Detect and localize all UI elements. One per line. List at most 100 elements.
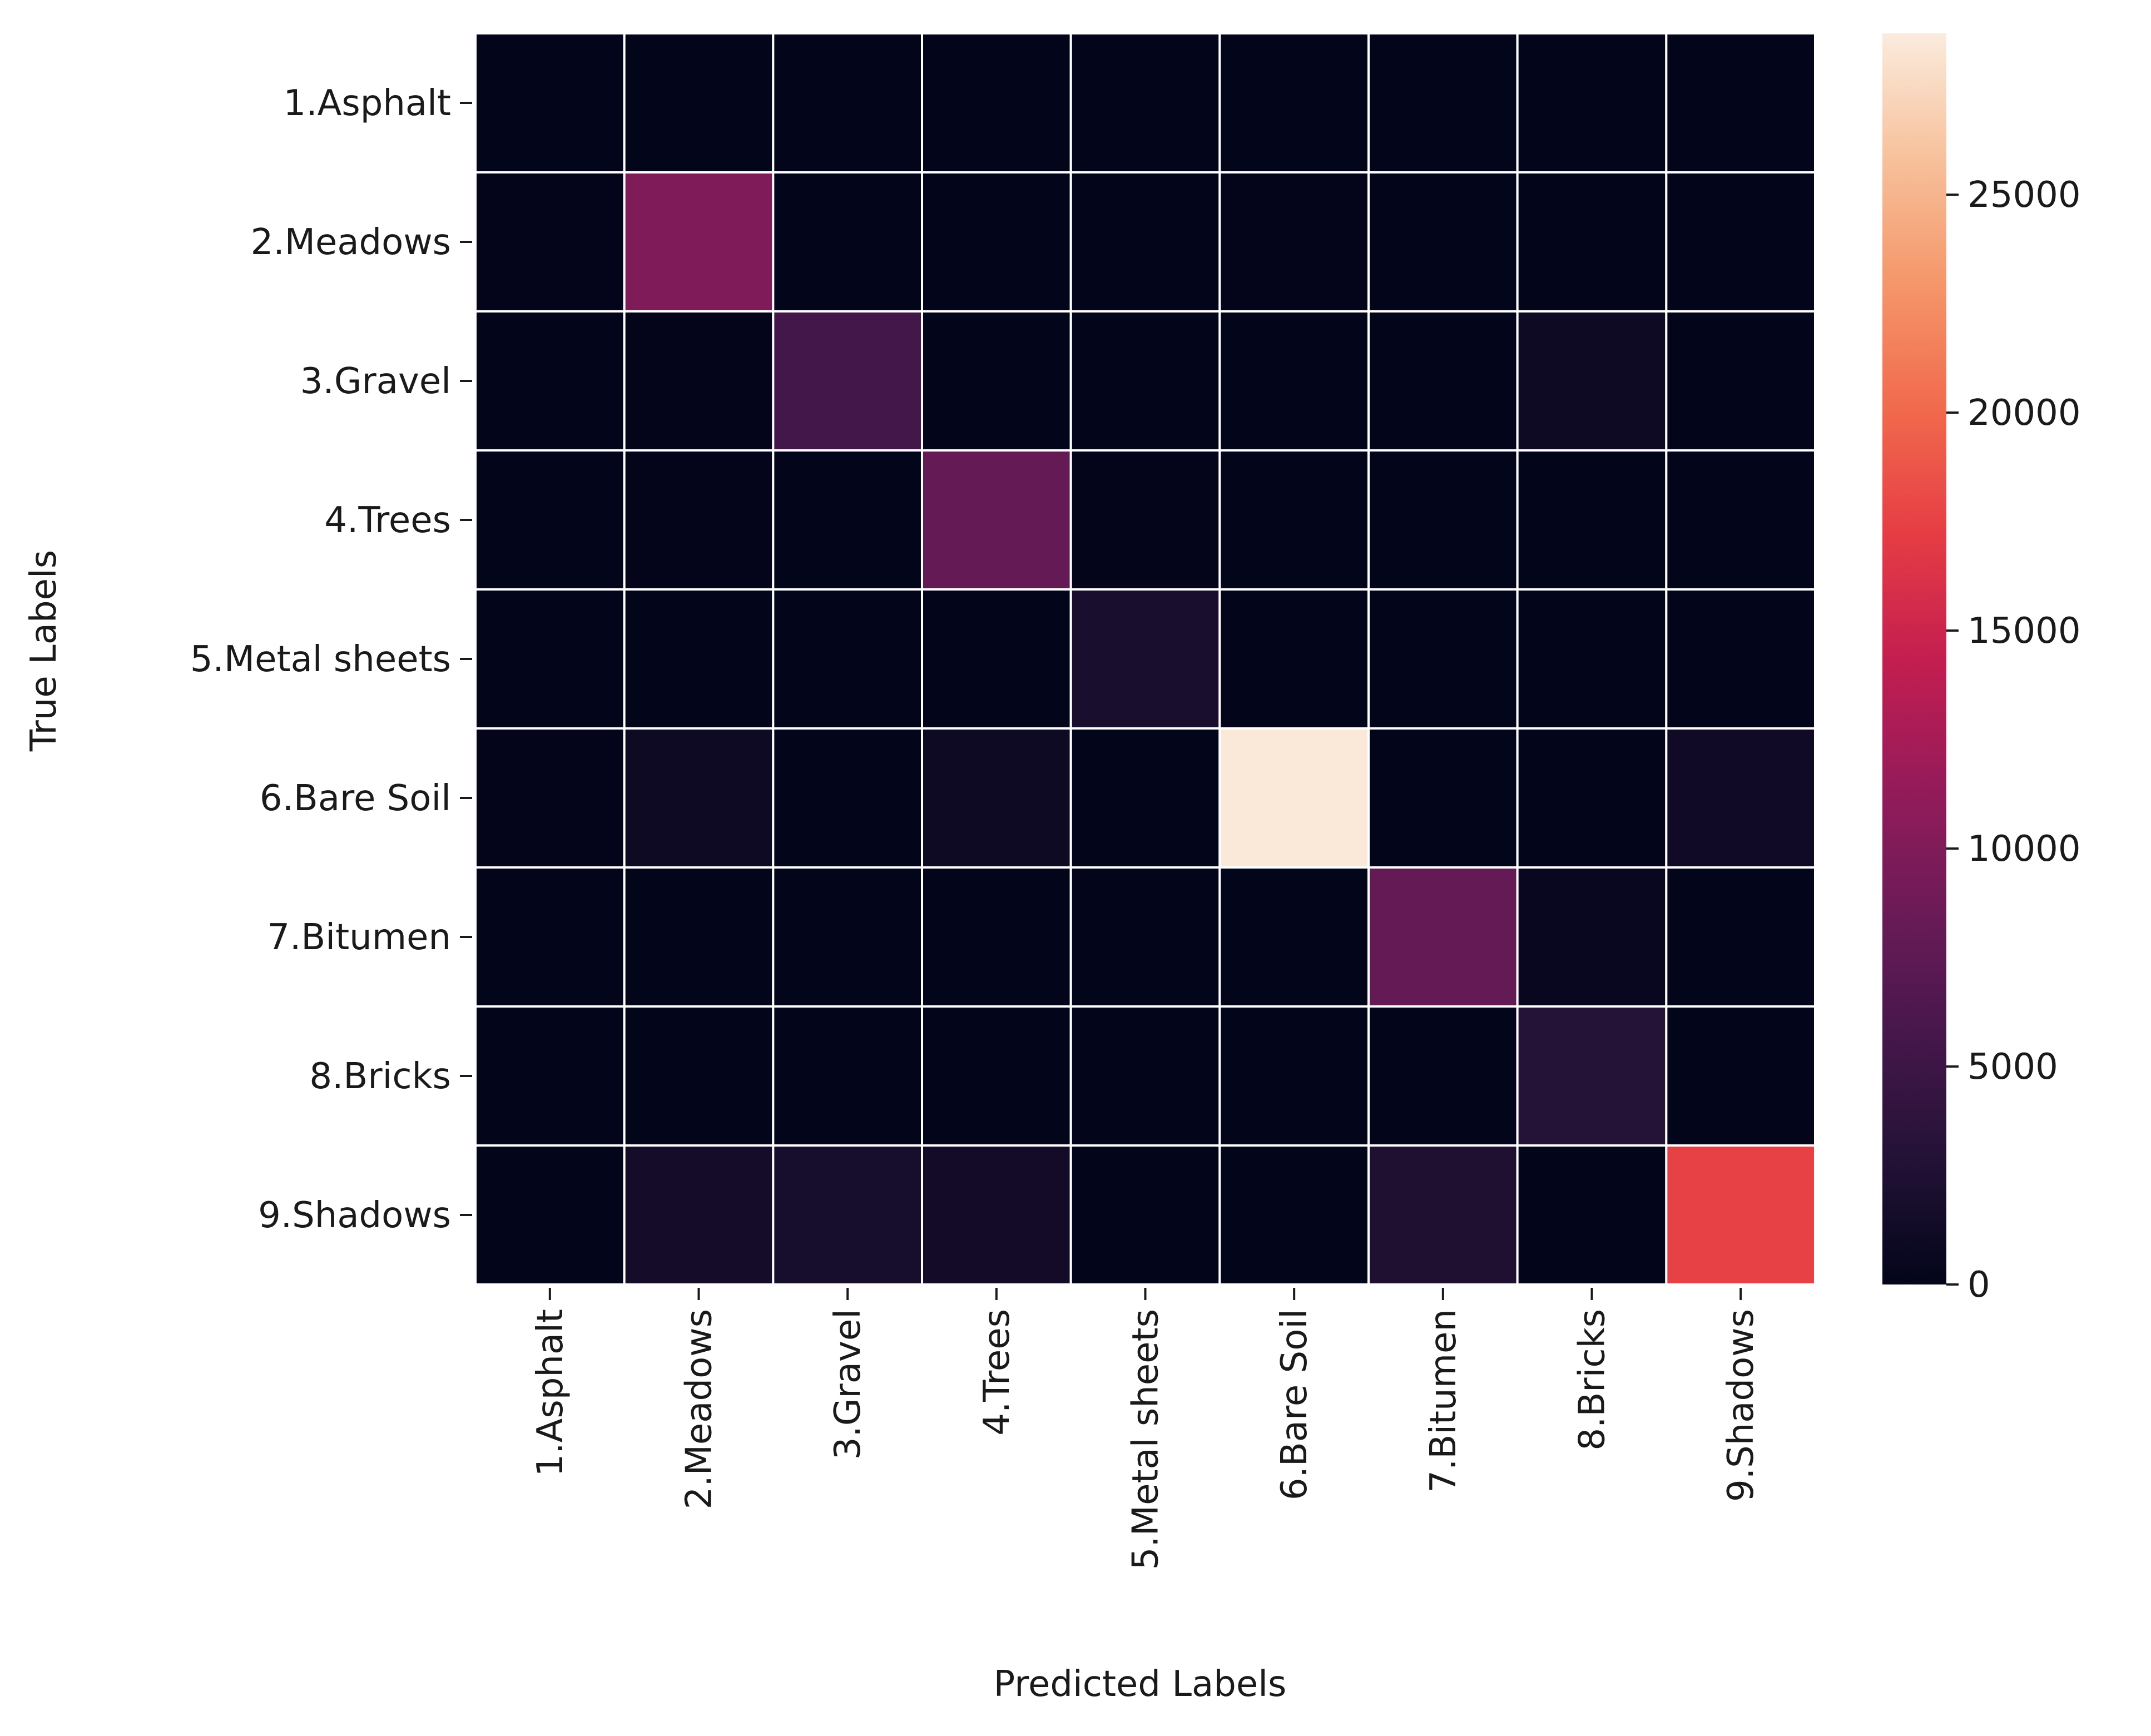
heatmap-cell [1665, 310, 1816, 452]
heatmap-cell [623, 449, 775, 591]
heatmap-cell [1069, 727, 1221, 869]
heatmap-cell [474, 588, 626, 730]
heatmap-cell [1516, 1005, 1668, 1147]
heatmap-cells [474, 32, 1816, 1286]
heatmap-cell [1516, 588, 1668, 730]
heatmap-cell [1367, 1144, 1519, 1286]
heatmap-cell [1069, 449, 1221, 591]
heatmap-cell [1367, 866, 1519, 1008]
x-axis-ticks: 1.Asphalt 2.Meadows 3.Gravel 4.Trees 5.Metal… [530, 1288, 1762, 1570]
heatmap-cell [772, 171, 924, 313]
y-axis-label: True Labels [23, 550, 65, 752]
heatmap-cell [772, 1144, 924, 1286]
heatmap-cell [474, 32, 626, 173]
heatmap-cell [623, 32, 775, 173]
heatmap-cell [1665, 1144, 1816, 1286]
x-tick-label: 6.Bare Soil [1274, 1309, 1315, 1500]
heatmap-cell [623, 1005, 775, 1147]
y-axis-ticks: 1.Asphalt 2.Meadows 3.Gravel 4.Trees 5.Metal… [190, 83, 472, 1236]
heatmap-cell [921, 866, 1072, 1008]
heatmap-cell [1367, 449, 1519, 591]
x-tick-label: 2.Meadows [679, 1309, 720, 1509]
colorbar-gradient [1882, 33, 1946, 1284]
heatmap-cell [1069, 1144, 1221, 1286]
heatmap-cell [623, 727, 775, 869]
heatmap-cell [772, 866, 924, 1008]
colorbar-tick-label: 5000 [1967, 1046, 2058, 1088]
heatmap-cell [921, 32, 1072, 173]
heatmap-cell [772, 449, 924, 591]
heatmap-cell [1367, 727, 1519, 869]
heatmap-cell [1516, 171, 1668, 313]
heatmap-cell [623, 310, 775, 452]
heatmap-cell [1665, 1005, 1816, 1147]
heatmap-cell [1367, 588, 1519, 730]
heatmap-cell [474, 310, 626, 452]
colorbar: 0 5000 10000 15000 20000 25000 [1882, 33, 2081, 1306]
heatmap-cell [474, 1144, 626, 1286]
heatmap-cell [1218, 588, 1370, 730]
y-tick-label: 8.Bricks [309, 1056, 451, 1097]
y-tick-label: 9.Shadows [258, 1195, 451, 1236]
heatmap-cell [474, 449, 626, 591]
heatmap-cell [1665, 32, 1816, 173]
heatmap-cell [474, 866, 626, 1008]
x-tick-label: 1.Asphalt [530, 1309, 571, 1476]
colorbar-tick-label: 25000 [1967, 175, 2081, 216]
heatmap-cell [1367, 171, 1519, 313]
heatmap-cell [772, 310, 924, 452]
heatmap-cell [1218, 1005, 1370, 1147]
y-tick-label: 1.Asphalt [284, 83, 451, 124]
heatmap-cell [1218, 449, 1370, 591]
heatmap-cell [921, 1144, 1072, 1286]
heatmap-cell [1069, 171, 1221, 313]
x-tick-label: 9.Shadows [1721, 1309, 1762, 1502]
heatmap-cell [474, 171, 626, 313]
heatmap-cell [921, 171, 1072, 313]
heatmap-cell [921, 588, 1072, 730]
heatmap-cell [1218, 866, 1370, 1008]
heatmap-cell [772, 588, 924, 730]
heatmap-cell [1367, 310, 1519, 452]
heatmap-cell [474, 727, 626, 869]
heatmap-cell [1218, 171, 1370, 313]
heatmap-cell [1516, 32, 1668, 173]
y-tick-label: 7.Bitumen [267, 917, 451, 958]
y-tick-label: 3.Gravel [300, 361, 451, 402]
heatmap-cell [1069, 866, 1221, 1008]
heatmap-cell [1516, 449, 1668, 591]
x-tick-label: 5.Metal sheets [1126, 1309, 1167, 1570]
heatmap-cell [1069, 310, 1221, 452]
heatmap-cell [1516, 727, 1668, 869]
colorbar-tick-label: 15000 [1967, 611, 2081, 652]
colorbar-tick-label: 10000 [1967, 829, 2081, 870]
heatmap-cell [1516, 1144, 1668, 1286]
heatmap-cell [1516, 310, 1668, 452]
heatmap-cell [1218, 32, 1370, 173]
y-tick-label: 2.Meadows [251, 222, 451, 263]
x-axis-label: Predicted Labels [994, 1664, 1287, 1705]
heatmap-cell [772, 727, 924, 869]
x-tick-label: 7.Bitumen [1423, 1309, 1464, 1493]
heatmap-cell [1069, 588, 1221, 730]
heatmap-cell [772, 1005, 924, 1147]
heatmap-cell [921, 727, 1072, 869]
x-tick-label: 4.Trees [977, 1309, 1018, 1436]
colorbar-tick-label: 20000 [1967, 393, 2081, 434]
heatmap-cell [921, 310, 1072, 452]
heatmap-cell [1665, 171, 1816, 313]
colorbar-tick-label: 0 [1967, 1264, 1990, 1306]
x-tick-label: 8.Bricks [1572, 1309, 1613, 1451]
colorbar-ticks: 0 5000 10000 15000 20000 25000 [1946, 175, 2081, 1306]
heatmap-cell [623, 1144, 775, 1286]
heatmap-cell [1069, 1005, 1221, 1147]
heatmap-cell [623, 171, 775, 313]
heatmap-cell [474, 1005, 626, 1147]
heatmap-cell [1218, 727, 1370, 869]
heatmap-cell [1367, 32, 1519, 173]
heatmap-cell [1665, 727, 1816, 869]
heatmap-cell [1665, 449, 1816, 591]
heatmap-cell [623, 866, 775, 1008]
heatmap-cell [623, 588, 775, 730]
